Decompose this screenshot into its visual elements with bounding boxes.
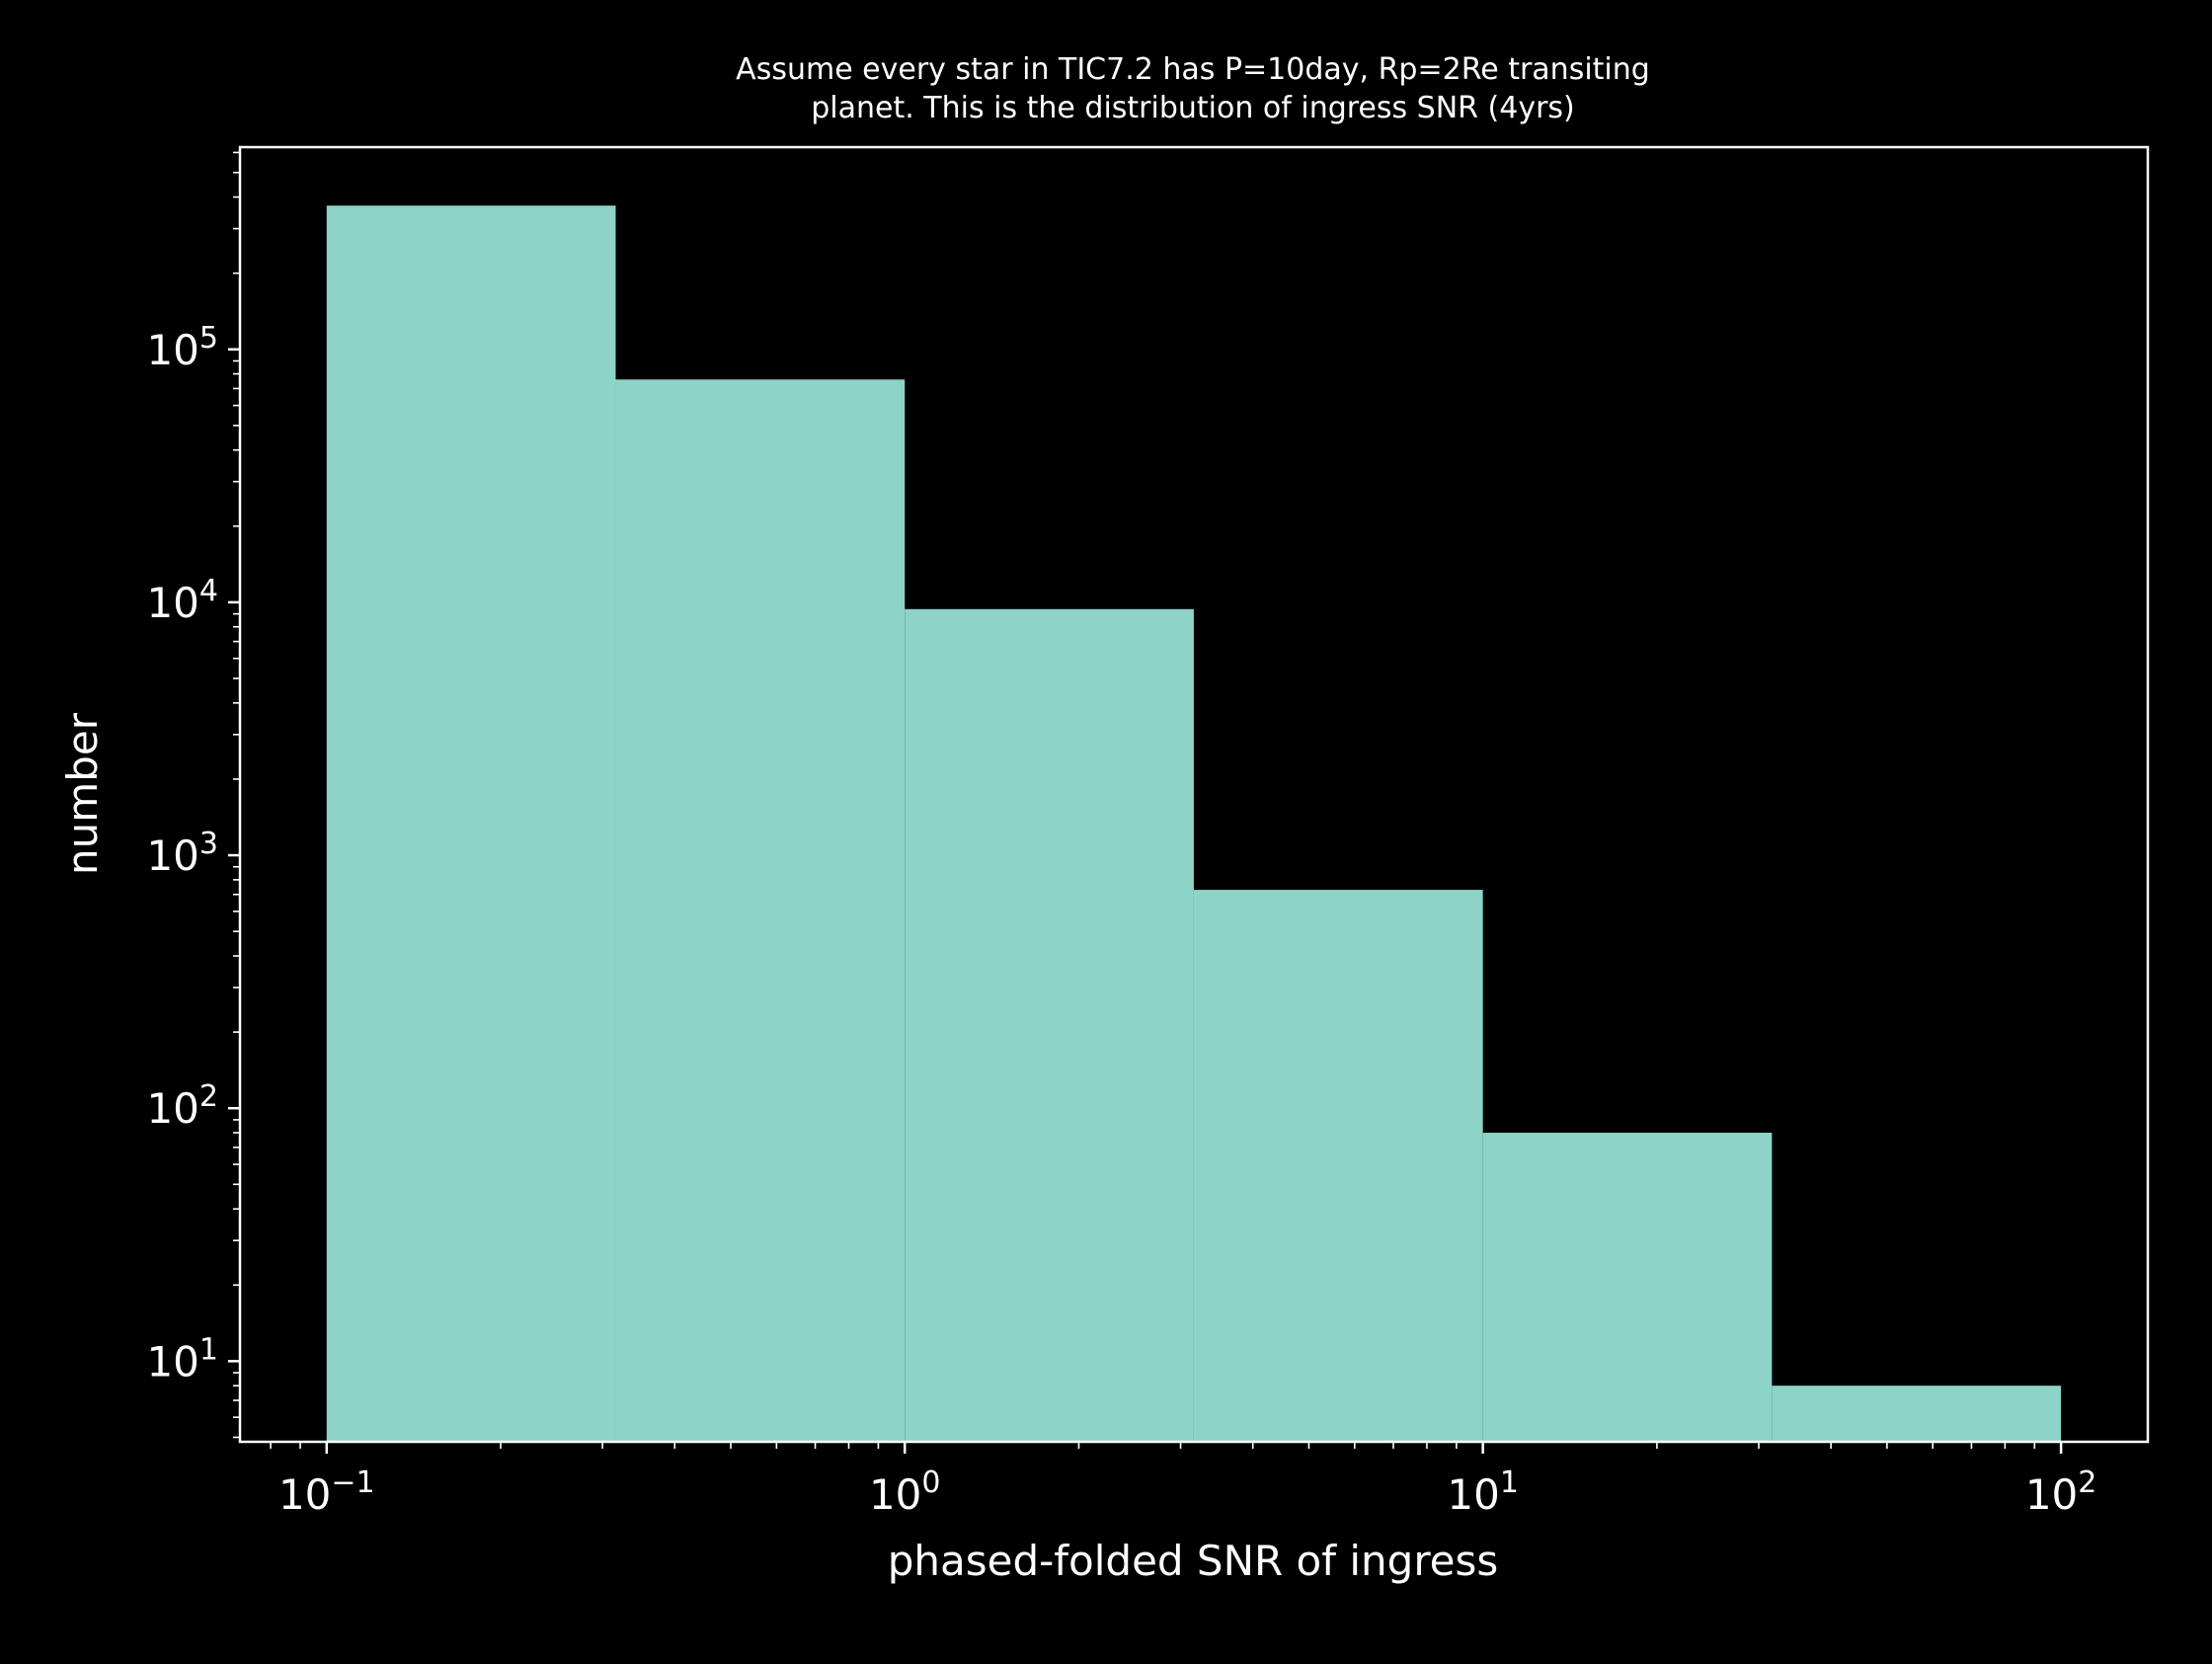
x-tick-label-4: 102 [2025, 1466, 2097, 1519]
histogram-bar-1 [326, 205, 616, 1442]
axis-ticks: 10−1 100 101 102 101 102 103 104 105 [146, 151, 2097, 1519]
histogram-bars [326, 205, 2062, 1442]
y-tick-label-3: 103 [146, 827, 218, 880]
histogram-bar-5 [1482, 1133, 1773, 1442]
x-tick-label-3: 101 [1447, 1466, 1519, 1519]
y-axis-label: number [58, 712, 107, 875]
histogram-bar-4 [1193, 890, 1483, 1442]
y-tick-label-4: 104 [146, 574, 218, 627]
x-tick-label-2: 100 [869, 1466, 941, 1519]
histogram-bar-6 [1772, 1386, 2062, 1442]
y-tick-label-2: 102 [146, 1079, 218, 1133]
x-axis-label: phased-folded SNR of ingress [888, 1537, 1499, 1585]
histogram-bar-3 [905, 608, 1194, 1442]
chart-title-line-2: planet. This is the distribution of ingr… [811, 91, 1575, 125]
axes-frame [238, 145, 2150, 1444]
y-tick-label-5: 105 [146, 321, 218, 374]
x-tick-label-1: 10−1 [278, 1466, 375, 1519]
chart-title-line-1: Assume every star in TIC7.2 has P=10day,… [736, 52, 1650, 87]
histogram-bar-2 [615, 379, 906, 1442]
y-tick-label-1: 101 [146, 1332, 218, 1386]
